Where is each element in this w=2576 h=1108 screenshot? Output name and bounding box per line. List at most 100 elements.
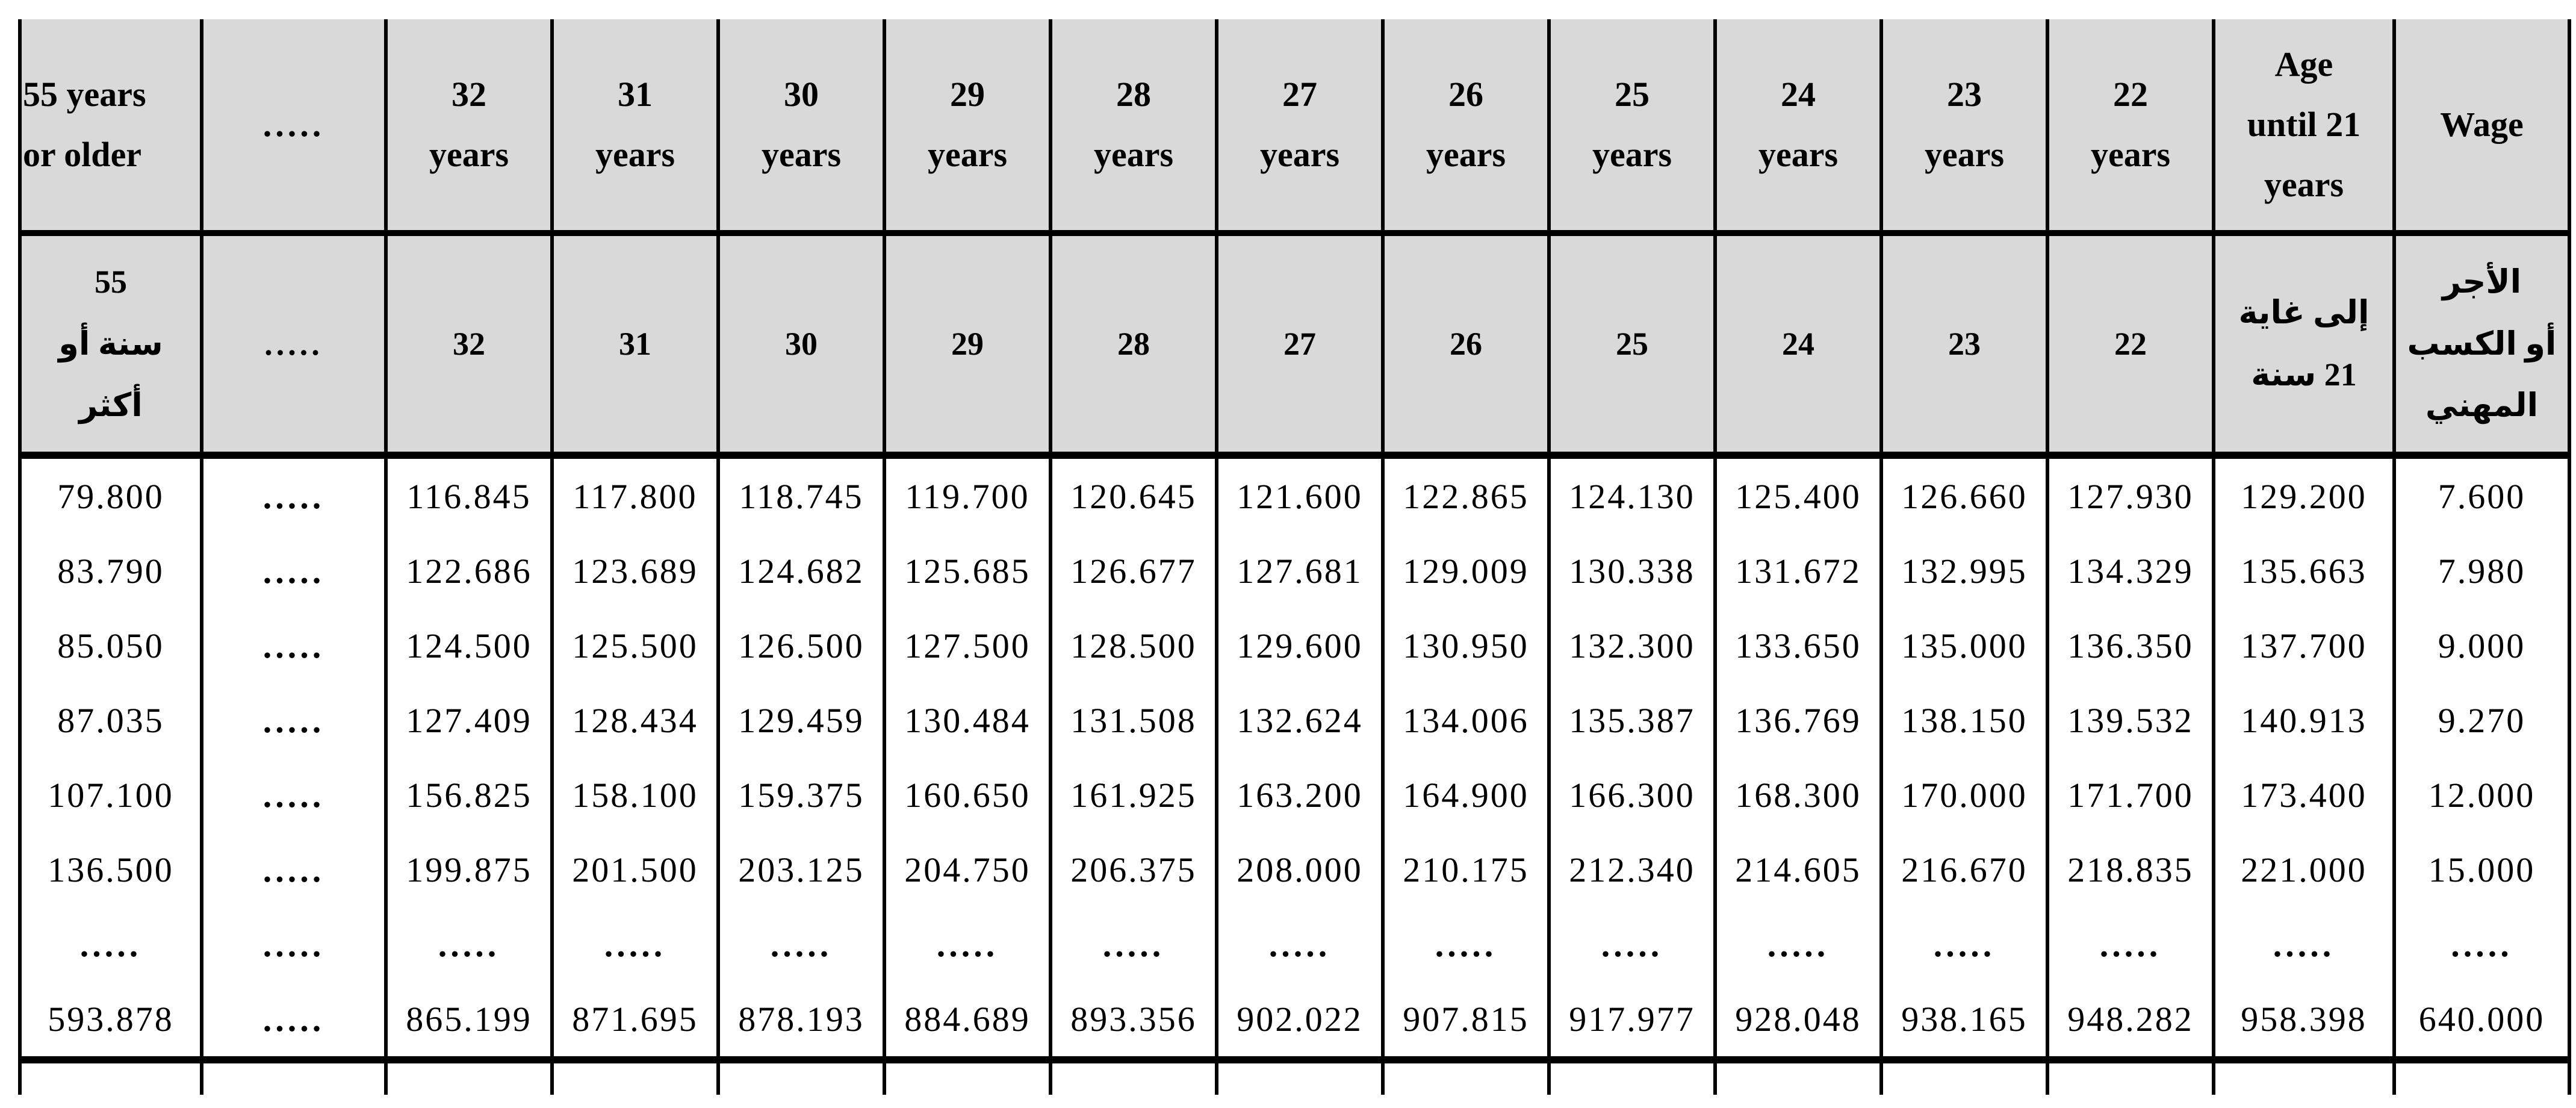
header-ar-age-until-21: إلى غاية 21 سنة xyxy=(2212,233,2396,459)
cell-r1-age-28: 120.645 xyxy=(1049,455,1218,534)
cell-r5-age-31: 158.100 xyxy=(550,758,720,832)
cell-r3-age-26: 130.950 xyxy=(1381,608,1551,683)
cell-r6-age-31: 201.500 xyxy=(550,832,720,907)
empty-cell-age-27 xyxy=(1215,1056,1385,1095)
cell-r7-age-until-21: ..... xyxy=(2212,907,2396,982)
cell-r5-age-27: 163.200 xyxy=(1215,758,1385,832)
cell-r2-age-28: 126.677 xyxy=(1049,534,1218,608)
cell-r1-age-23: 126.660 xyxy=(1879,455,2049,534)
cell-r5-wage: 12.000 xyxy=(2392,758,2571,832)
cell-r6-age-28: 206.375 xyxy=(1049,832,1218,907)
cell-r5-age-26: 164.900 xyxy=(1381,758,1551,832)
header-ar-age-22: 22 xyxy=(2046,233,2215,459)
cell-r6-age-26: 210.175 xyxy=(1381,832,1551,907)
header-en-age-25: 25 years xyxy=(1547,19,1717,236)
header-en-age-22: 22 years xyxy=(2046,19,2215,236)
cell-r5-age-25: 166.300 xyxy=(1547,758,1717,832)
cell-r7-age-29: ..... xyxy=(883,907,1052,982)
cell-r6-ellipsis: ..... xyxy=(200,832,388,907)
cell-r1-age-31: 117.800 xyxy=(550,455,720,534)
cell-r4-age-27: 132.624 xyxy=(1215,683,1385,758)
cell-r8-age-28: 893.356 xyxy=(1049,982,1218,1060)
data-row-1: 79.800..... 116.845 117.800 118.745 119.700 1… xyxy=(18,455,2571,534)
cell-r7-age-31: ..... xyxy=(550,907,720,982)
header-ar-age-29: 29 xyxy=(883,233,1052,459)
header-en-age-31: 31 years xyxy=(550,19,720,236)
cell-r8-age-24: 928.048 xyxy=(1713,982,1883,1060)
cell-r5-age-28: 161.925 xyxy=(1049,758,1218,832)
cell-r7-age-55-plus: ..... xyxy=(18,907,203,982)
cell-r8-age-23: 938.165 xyxy=(1879,982,2049,1060)
cell-r1-age-until-21: 129.200 xyxy=(2212,455,2396,534)
cell-r3-age-27: 129.600 xyxy=(1215,608,1385,683)
header-en-age-26: 26 years xyxy=(1381,19,1551,236)
empty-cell-age-55-plus xyxy=(18,1056,203,1095)
cell-r8-age-22: 948.282 xyxy=(2046,982,2215,1060)
cell-r7-age-25: ..... xyxy=(1547,907,1717,982)
data-row-6: 136.500..... 199.875 201.500 203.125 204.750… xyxy=(18,832,2571,907)
header-en-wage: Wage xyxy=(2392,19,2571,236)
cell-r8-age-30: 878.193 xyxy=(716,982,886,1060)
cell-r2-age-until-21: 135.663 xyxy=(2212,534,2396,608)
cell-r1-wage: 7.600 xyxy=(2392,455,2571,534)
header-en-age-23: 23 years xyxy=(1879,19,2049,236)
cell-r1-age-27: 121.600 xyxy=(1215,455,1385,534)
cell-r4-age-30: 129.459 xyxy=(716,683,886,758)
cell-r5-age-30: 159.375 xyxy=(716,758,886,832)
header-ar-age-23: 23 xyxy=(1879,233,2049,459)
header-en-age-32: 32 years xyxy=(384,19,554,236)
cell-r8-age-29: 884.689 xyxy=(883,982,1052,1060)
cell-r5-age-29: 160.650 xyxy=(883,758,1052,832)
cell-r7-age-30: ..... xyxy=(716,907,886,982)
header-en-age-29: 29 years xyxy=(883,19,1052,236)
cell-r3-age-23: 135.000 xyxy=(1879,608,2049,683)
cell-r5-ellipsis: ..... xyxy=(200,758,388,832)
cell-r2-ellipsis: ..... xyxy=(200,534,388,608)
cell-r5-age-until-21: 173.400 xyxy=(2212,758,2396,832)
cell-r6-age-55-plus: 136.500 xyxy=(18,832,203,907)
empty-cell-age-28 xyxy=(1049,1056,1218,1095)
empty-cell-age-until-21 xyxy=(2212,1056,2396,1095)
cell-r4-age-23: 138.150 xyxy=(1879,683,2049,758)
cell-r3-age-until-21: 137.700 xyxy=(2212,608,2396,683)
cell-r2-age-26: 129.009 xyxy=(1381,534,1551,608)
cell-r7-age-24: ..... xyxy=(1713,907,1883,982)
cell-r6-age-until-21: 221.000 xyxy=(2212,832,2396,907)
cell-r3-age-55-plus: 85.050 xyxy=(18,608,203,683)
cell-r6-age-25: 212.340 xyxy=(1547,832,1717,907)
cell-r3-age-31: 125.500 xyxy=(550,608,720,683)
cell-r2-age-25: 130.338 xyxy=(1547,534,1717,608)
cell-r4-age-32: 127.409 xyxy=(384,683,554,758)
cell-r4-age-until-21: 140.913 xyxy=(2212,683,2396,758)
cell-r1-age-29: 119.700 xyxy=(883,455,1052,534)
cell-r1-age-55-plus: 79.800 xyxy=(18,455,203,534)
header-en-ellipsis: ..... xyxy=(200,19,388,236)
header-en-age-55-plus: 55 years or older xyxy=(18,19,203,236)
header-en-age-until-21: Age until 21 years xyxy=(2212,19,2396,236)
cell-r6-age-27: 208.000 xyxy=(1215,832,1385,907)
cell-r4-age-29: 130.484 xyxy=(883,683,1052,758)
cell-r3-age-30: 126.500 xyxy=(716,608,886,683)
header-ar-age-32: 32 xyxy=(384,233,554,459)
empty-cell-wage xyxy=(2392,1056,2571,1095)
cell-r1-age-25: 124.130 xyxy=(1547,455,1717,534)
table-header: 55 years or older..... 32 years 31 years 30… xyxy=(18,19,2571,459)
cell-r3-age-29: 127.500 xyxy=(883,608,1052,683)
data-row-7: ........................................… xyxy=(18,907,2571,982)
cell-r3-ellipsis: ..... xyxy=(200,608,388,683)
cell-r3-age-25: 132.300 xyxy=(1547,608,1717,683)
cell-r1-age-26: 122.865 xyxy=(1381,455,1551,534)
data-row-4: 87.035..... 127.409 128.434 129.459 130.484 1… xyxy=(18,683,2571,758)
empty-cell-age-30 xyxy=(716,1056,886,1095)
header-ar-age-26: 26 xyxy=(1381,233,1551,459)
cell-r2-age-24: 131.672 xyxy=(1713,534,1883,608)
cell-r4-age-55-plus: 87.035 xyxy=(18,683,203,758)
cell-r1-age-32: 116.845 xyxy=(384,455,554,534)
cell-r5-age-24: 168.300 xyxy=(1713,758,1883,832)
header-row-english: 55 years or older..... 32 years 31 years 30… xyxy=(18,19,2571,236)
cell-r4-age-26: 134.006 xyxy=(1381,683,1551,758)
empty-cell-age-26 xyxy=(1381,1056,1551,1095)
cell-r6-age-29: 204.750 xyxy=(883,832,1052,907)
header-ar-age-28: 28 xyxy=(1049,233,1218,459)
